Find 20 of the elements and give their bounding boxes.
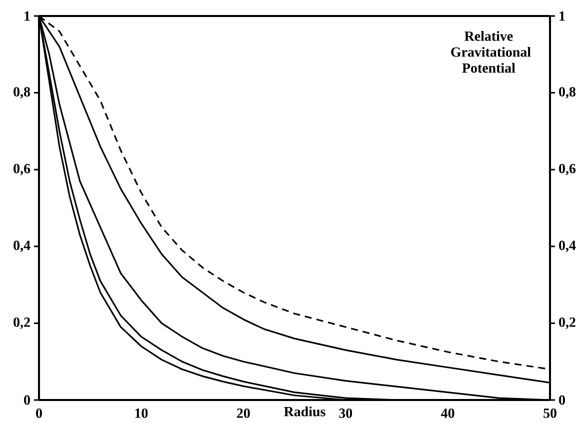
x-tick-label: 40 xyxy=(441,408,454,418)
x-axis-title: Radius xyxy=(284,406,326,416)
y-tick-label: 0,6 xyxy=(14,164,30,176)
y-tick-label: 1 xyxy=(24,11,30,21)
x-tick-label: 30 xyxy=(339,408,352,418)
y2-tick-label: 1 xyxy=(560,11,565,21)
x-tick-label: 20 xyxy=(237,408,250,418)
y2-tick-label: 0,2 xyxy=(559,317,576,329)
x-tick-label: 50 xyxy=(544,408,556,418)
y-tick-label: 0,2 xyxy=(14,317,30,329)
y2-tick-label: 0,8 xyxy=(559,87,576,99)
y-tick-label: 0 xyxy=(24,395,30,405)
y2-tick-label: 0 xyxy=(559,395,565,405)
x-tick-label: 10 xyxy=(135,408,148,418)
y2-axis-title: Relative Gravitational Potential xyxy=(451,31,531,73)
y-tick-label: 0,8 xyxy=(14,87,30,99)
y-tick-label: 0,4 xyxy=(14,240,30,252)
y2-tick-label: 0,6 xyxy=(559,164,576,176)
y2-tick-label: 0,4 xyxy=(559,240,576,252)
x-tick-label: 0 xyxy=(36,408,42,418)
